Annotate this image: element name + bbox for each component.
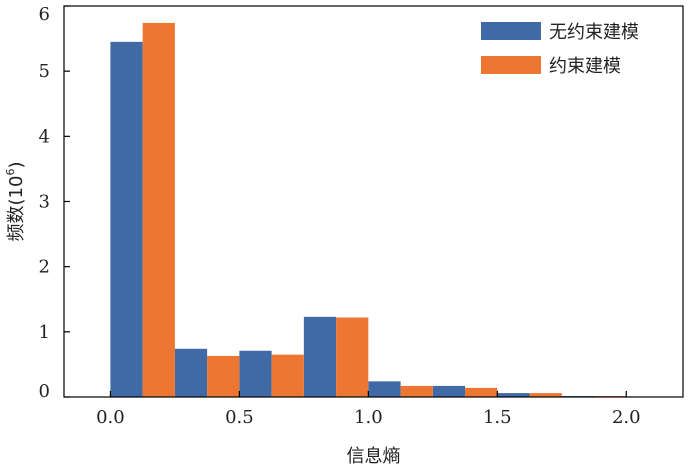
legend-swatch-1 — [481, 56, 541, 74]
bar-unconstrained-2 — [239, 350, 272, 397]
bar-unconstrained-6 — [497, 393, 530, 397]
bar-unconstrained-4 — [368, 381, 401, 397]
bar-constrained-2 — [271, 354, 304, 397]
bar-constrained-6 — [529, 393, 562, 397]
legend-swatch-0 — [481, 22, 541, 40]
y-axis-title: 频数(106) — [4, 162, 27, 242]
y-tick-label: 5 — [39, 61, 50, 82]
bar-constrained-5 — [465, 387, 498, 397]
legend-label-0: 无约束建模 — [549, 22, 639, 43]
bar-unconstrained-1 — [174, 348, 208, 397]
y-tick-label: 4 — [39, 126, 50, 147]
x-tick-label: 1.0 — [354, 407, 383, 428]
bar-unconstrained-3 — [303, 316, 337, 397]
y-tick-label: 1 — [39, 322, 50, 343]
y-axis-title-exponent: 6 — [4, 169, 17, 176]
bar-unconstrained-5 — [432, 385, 466, 397]
bar-constrained-1 — [207, 355, 240, 397]
legend-label-1: 约束建模 — [549, 56, 621, 77]
y-axis-title-close: ) — [6, 162, 27, 169]
bars-layer — [110, 22, 627, 398]
x-tick-label: 0.0 — [96, 407, 125, 428]
bar-constrained-0 — [142, 22, 175, 397]
y-tick-label: 3 — [39, 192, 50, 213]
bar-unconstrained-0 — [110, 41, 143, 398]
bar-constrained-4 — [400, 385, 433, 397]
x-tick-label: 1.5 — [483, 407, 512, 428]
y-axis: 0 1 2 3 4 5 6 — [39, 4, 70, 402]
bar-constrained-3 — [336, 317, 369, 397]
y-tick-label: 6 — [39, 4, 50, 25]
x-tick-label: 0.5 — [225, 407, 254, 428]
y-tick-label: 0 — [39, 381, 50, 402]
x-axis: 0.0 0.5 1.0 1.5 2.0 — [96, 391, 641, 428]
y-tick-label: 2 — [39, 257, 50, 278]
x-tick-label: 2.0 — [612, 407, 641, 428]
x-axis-title: 信息熵 — [347, 446, 401, 467]
y-axis-title-text: 频数(10 — [6, 176, 27, 242]
